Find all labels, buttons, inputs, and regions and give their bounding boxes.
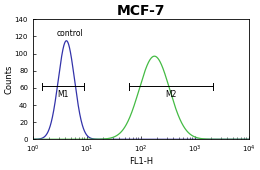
Text: M1: M1: [58, 90, 69, 99]
Y-axis label: Counts: Counts: [4, 65, 13, 94]
Title: MCF-7: MCF-7: [117, 4, 165, 18]
Text: control: control: [57, 29, 84, 38]
X-axis label: FL1-H: FL1-H: [129, 157, 153, 166]
Text: M2: M2: [165, 90, 177, 99]
